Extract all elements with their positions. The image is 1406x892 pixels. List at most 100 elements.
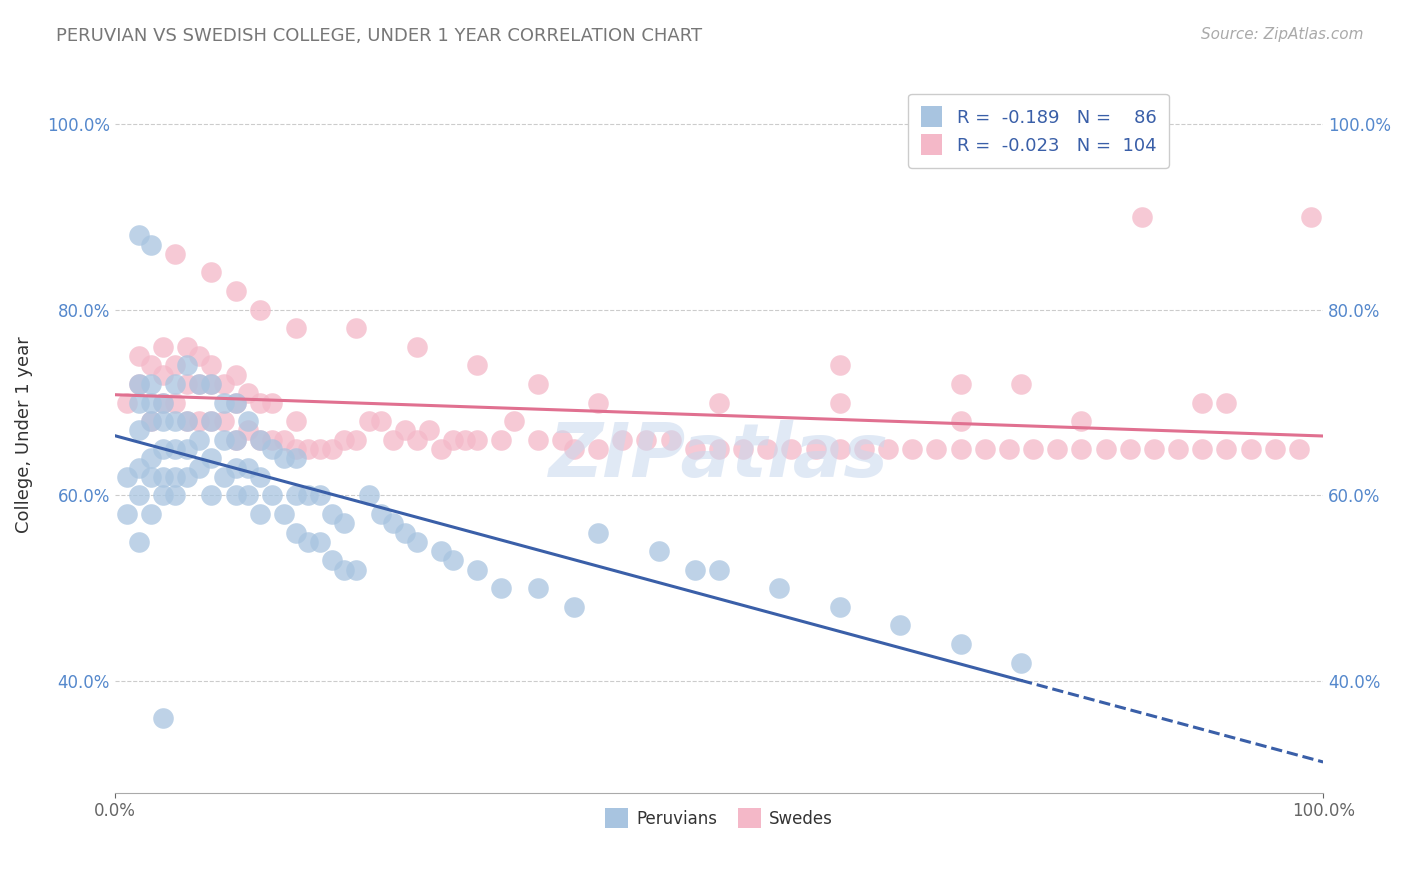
Point: [212, 376, 235, 391]
Point: [273, 433, 295, 447]
Point: [260, 395, 283, 409]
Point: [321, 553, 343, 567]
Point: [249, 433, 271, 447]
Point: [128, 376, 150, 391]
Point: [297, 534, 319, 549]
Point: [225, 284, 247, 298]
Point: [236, 414, 259, 428]
Point: [1046, 442, 1069, 456]
Point: [212, 395, 235, 409]
Point: [370, 414, 392, 428]
Point: [249, 395, 271, 409]
Point: [200, 451, 222, 466]
Point: [165, 247, 187, 261]
Point: [925, 442, 948, 456]
Point: [273, 507, 295, 521]
Point: [659, 433, 682, 447]
Point: [165, 470, 187, 484]
Point: [1215, 395, 1237, 409]
Point: [128, 395, 150, 409]
Point: [152, 340, 174, 354]
Point: [297, 488, 319, 502]
Point: [526, 582, 548, 596]
Legend: Peruvians, Swedes: Peruvians, Swedes: [598, 802, 839, 834]
Point: [394, 424, 416, 438]
Point: [212, 433, 235, 447]
Point: [188, 376, 211, 391]
Point: [405, 534, 427, 549]
Point: [562, 599, 585, 614]
Point: [465, 563, 488, 577]
Point: [152, 488, 174, 502]
Point: [128, 460, 150, 475]
Point: [321, 442, 343, 456]
Point: [454, 433, 477, 447]
Point: [1191, 395, 1213, 409]
Point: [405, 340, 427, 354]
Point: [321, 507, 343, 521]
Point: [683, 563, 706, 577]
Point: [491, 582, 513, 596]
Point: [309, 442, 332, 456]
Point: [165, 414, 187, 428]
Point: [176, 414, 198, 428]
Point: [285, 451, 308, 466]
Point: [225, 488, 247, 502]
Text: Source: ZipAtlas.com: Source: ZipAtlas.com: [1201, 27, 1364, 42]
Point: [260, 433, 283, 447]
Point: [285, 488, 308, 502]
Text: PERUVIAN VS SWEDISH COLLEGE, UNDER 1 YEAR CORRELATION CHART: PERUVIAN VS SWEDISH COLLEGE, UNDER 1 YEA…: [56, 27, 703, 45]
Point: [188, 414, 211, 428]
Point: [901, 442, 924, 456]
Point: [998, 442, 1021, 456]
Point: [707, 395, 730, 409]
Point: [139, 359, 162, 373]
Point: [1167, 442, 1189, 456]
Point: [828, 359, 851, 373]
Point: [285, 442, 308, 456]
Point: [1143, 442, 1166, 456]
Point: [551, 433, 574, 447]
Point: [200, 414, 222, 428]
Point: [683, 442, 706, 456]
Point: [502, 414, 524, 428]
Point: [1010, 376, 1032, 391]
Point: [526, 433, 548, 447]
Point: [346, 321, 368, 335]
Point: [1070, 442, 1092, 456]
Point: [225, 433, 247, 447]
Point: [152, 470, 174, 484]
Point: [297, 442, 319, 456]
Point: [139, 451, 162, 466]
Point: [828, 442, 851, 456]
Point: [128, 488, 150, 502]
Point: [465, 433, 488, 447]
Point: [647, 544, 669, 558]
Point: [586, 395, 609, 409]
Point: [236, 386, 259, 401]
Point: [394, 525, 416, 540]
Point: [346, 433, 368, 447]
Point: [212, 414, 235, 428]
Point: [176, 340, 198, 354]
Point: [381, 433, 404, 447]
Point: [152, 711, 174, 725]
Point: [430, 442, 453, 456]
Point: [128, 534, 150, 549]
Point: [139, 414, 162, 428]
Point: [756, 442, 779, 456]
Point: [828, 599, 851, 614]
Point: [1288, 442, 1310, 456]
Point: [973, 442, 995, 456]
Point: [188, 376, 211, 391]
Point: [236, 460, 259, 475]
Point: [780, 442, 803, 456]
Point: [152, 395, 174, 409]
Point: [418, 424, 440, 438]
Point: [152, 368, 174, 382]
Point: [176, 442, 198, 456]
Point: [1299, 210, 1322, 224]
Point: [115, 507, 138, 521]
Point: [176, 359, 198, 373]
Point: [357, 414, 380, 428]
